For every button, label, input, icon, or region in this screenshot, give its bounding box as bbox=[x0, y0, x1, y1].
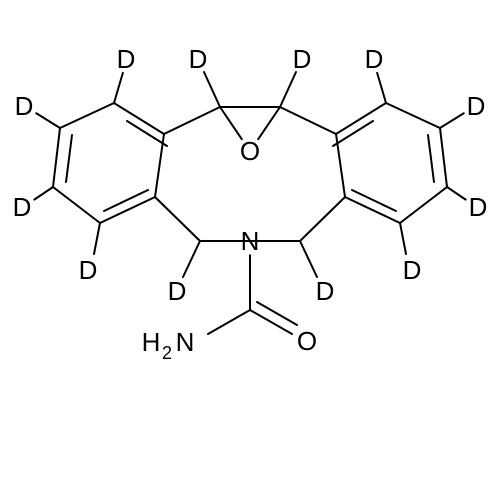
bond-line bbox=[300, 197, 345, 241]
bond-line bbox=[208, 310, 250, 334]
bond-line bbox=[333, 121, 373, 146]
bond-line bbox=[280, 107, 336, 134]
bond-line bbox=[183, 241, 200, 277]
atom-label: O bbox=[240, 136, 260, 166]
bond-line bbox=[258, 107, 280, 139]
atom-label: D bbox=[117, 44, 136, 74]
atom-label: D bbox=[469, 192, 488, 222]
atom-label: D bbox=[79, 255, 98, 285]
bond-line bbox=[447, 187, 466, 200]
bond-line bbox=[164, 107, 220, 134]
bond-line bbox=[377, 73, 386, 103]
bond-line bbox=[155, 197, 200, 241]
bond-line bbox=[386, 103, 440, 128]
atom-label: D bbox=[316, 276, 335, 306]
atom-label: D bbox=[15, 91, 34, 121]
bond-line bbox=[428, 135, 434, 182]
labels-layer: ODDDDDDDDDDDDNOH2N bbox=[13, 44, 488, 363]
bond-line bbox=[204, 72, 220, 107]
bond-line bbox=[127, 121, 167, 146]
bond-line bbox=[257, 302, 297, 325]
bond-line bbox=[104, 190, 148, 211]
bond-line bbox=[60, 103, 114, 128]
atom-label: N bbox=[176, 327, 195, 357]
bond-line bbox=[300, 241, 317, 277]
bond-line bbox=[53, 128, 60, 187]
bond-line bbox=[94, 223, 100, 254]
bond-line bbox=[114, 73, 123, 103]
bond-line bbox=[400, 187, 447, 223]
bond-line bbox=[34, 187, 53, 200]
bond-line bbox=[220, 107, 242, 139]
bond-line bbox=[66, 135, 72, 182]
bond-line bbox=[400, 223, 406, 254]
bond-line bbox=[280, 72, 296, 107]
chemical-structure-diagram: ODDDDDDDDDDDDNOH2N bbox=[0, 0, 500, 500]
atom-label: D bbox=[168, 276, 187, 306]
atom-label: D bbox=[293, 44, 312, 74]
bond-line bbox=[352, 190, 396, 211]
bond-line bbox=[440, 128, 447, 187]
bond-line bbox=[250, 310, 292, 334]
bond-line bbox=[440, 113, 464, 128]
bond-line bbox=[53, 187, 100, 223]
atom-label: D bbox=[365, 44, 384, 74]
atom-label: O bbox=[297, 326, 317, 356]
bond-line bbox=[155, 134, 164, 197]
atom-label: N bbox=[241, 226, 260, 256]
atom-label: 2 bbox=[162, 343, 172, 363]
atom-label: H bbox=[142, 327, 161, 357]
bonds-layer bbox=[34, 72, 465, 334]
bond-line bbox=[336, 134, 345, 197]
atom-label: D bbox=[13, 192, 32, 222]
atom-label: D bbox=[189, 44, 208, 74]
atom-label: D bbox=[467, 91, 486, 121]
atom-label: D bbox=[403, 255, 422, 285]
bond-line bbox=[36, 113, 60, 128]
